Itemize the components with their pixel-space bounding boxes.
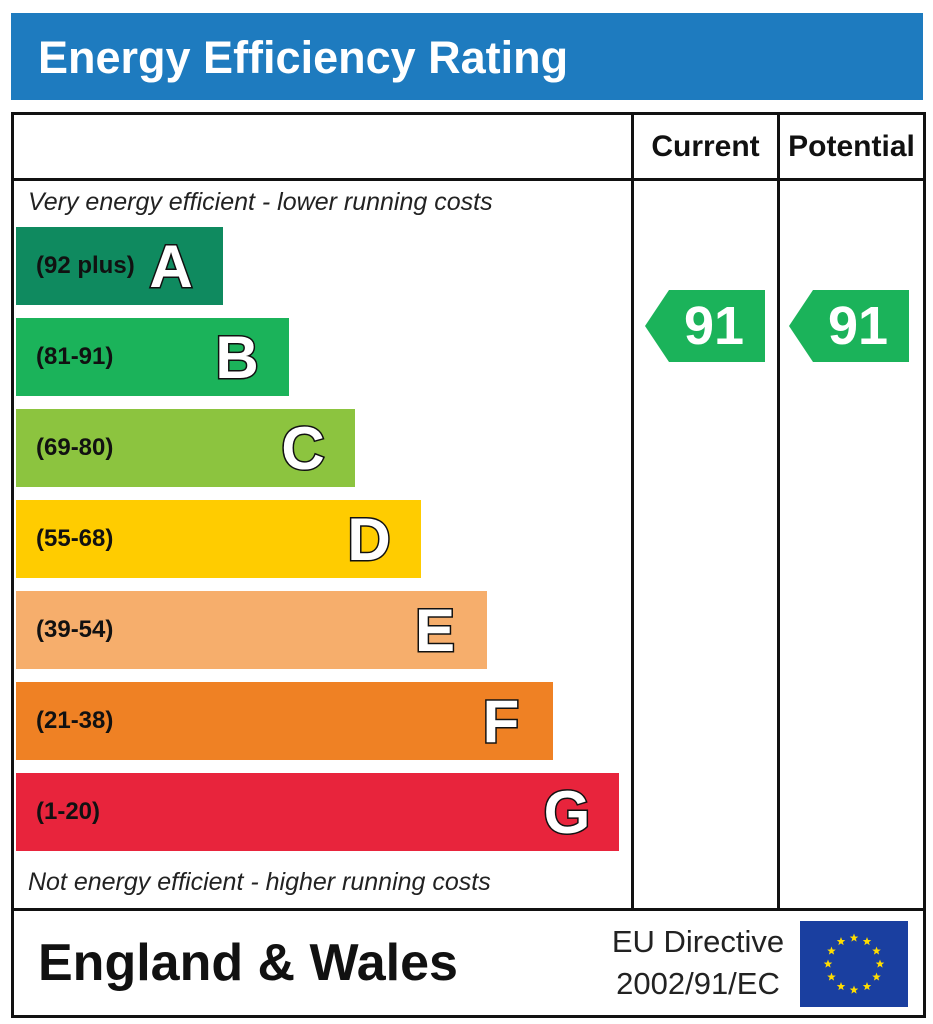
title-bar: Energy Efficiency Rating <box>11 13 923 100</box>
eu-star-icon <box>823 959 833 968</box>
band-letter-text: G <box>544 779 591 846</box>
band-letter: C <box>273 409 333 487</box>
eu-star-icon <box>862 982 872 991</box>
eu-star-icon <box>836 982 846 991</box>
band-range-label: (55-68) <box>36 525 114 552</box>
band-letter: G <box>537 773 597 851</box>
eu-star-icon <box>862 936 872 946</box>
directive-line-1: EU Directive <box>611 924 785 959</box>
eu-star-icon <box>849 933 859 942</box>
rating-table: Current Potential Very energy efficient … <box>11 112 926 1018</box>
inefficient-note: Not energy efficient - higher running co… <box>28 868 491 896</box>
band-letter: D <box>339 500 399 578</box>
band-letter-text: F <box>483 688 520 755</box>
current-arrow-shape <box>645 290 765 362</box>
potential-column-divider <box>777 115 780 911</box>
eu-star-icon <box>872 972 881 981</box>
eu-star-icon <box>827 972 836 981</box>
eu-star-icon <box>849 985 859 994</box>
band-c: (69-80) C <box>16 409 355 487</box>
eu-flag-stars <box>823 933 885 994</box>
current-rating-arrow: 91 <box>645 290 765 362</box>
band-letter-text: B <box>215 324 258 391</box>
eu-star-icon <box>872 946 881 955</box>
band-range-label: (81-91) <box>36 343 114 370</box>
potential-arrow-shape <box>789 290 909 362</box>
eu-star-icon <box>827 946 836 955</box>
band-range-label: (1-20) <box>36 798 101 825</box>
band-g: (1-20) G <box>16 773 619 851</box>
band-range-label: (21-38) <box>36 707 114 734</box>
band-f: (21-38) F <box>16 682 553 760</box>
eu-star-icon <box>836 936 846 946</box>
eu-directive-label: EU Directive 2002/91/EC <box>608 921 788 1005</box>
potential-rating-value: 91 <box>827 296 889 356</box>
directive-line-2: 2002/91/EC <box>616 966 780 1001</box>
band-range-label: (39-54) <box>36 616 114 643</box>
eu-flag-icon <box>800 921 908 1007</box>
band-b: (81-91) B <box>16 318 289 396</box>
band-e: (39-54) E <box>16 591 487 669</box>
potential-rating-arrow: 91 <box>789 290 909 362</box>
band-letter-text: A <box>149 233 192 300</box>
band-range-label: (92 plus) <box>36 252 135 279</box>
band-letter: A <box>141 227 201 305</box>
header-row-divider <box>14 178 923 181</box>
footer-row-divider <box>14 908 923 911</box>
band-letter-text: E <box>415 597 455 664</box>
current-column-divider <box>631 115 634 911</box>
region-label: England & Wales <box>38 934 458 992</box>
band-d: (55-68) D <box>16 500 421 578</box>
potential-column-header: Potential <box>788 130 915 163</box>
current-rating-value: 91 <box>683 296 745 356</box>
band-letter-text: D <box>347 506 390 573</box>
current-column-header: Current <box>651 130 760 163</box>
band-letter: E <box>405 591 465 669</box>
band-letter: B <box>207 318 267 396</box>
band-letter: F <box>471 682 531 760</box>
band-letter-text: C <box>281 415 324 482</box>
band-range-label: (69-80) <box>36 434 114 461</box>
chart-title: Energy Efficiency Rating <box>38 32 569 83</box>
efficient-note: Very energy efficient - lower running co… <box>28 188 493 216</box>
band-a: (92 plus) A <box>16 227 223 305</box>
eu-star-icon <box>875 959 885 968</box>
